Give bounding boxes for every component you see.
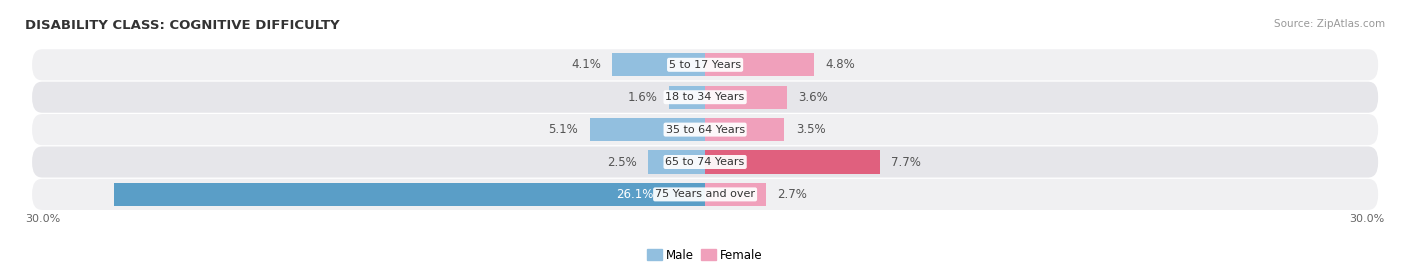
FancyBboxPatch shape [32, 114, 1378, 145]
Bar [706, 150, 880, 174]
Text: 35 to 64 Years: 35 to 64 Years [665, 124, 745, 135]
Bar [114, 183, 706, 206]
Text: 3.6%: 3.6% [799, 91, 828, 104]
Text: 4.8%: 4.8% [825, 58, 855, 71]
Text: Source: ZipAtlas.com: Source: ZipAtlas.com [1274, 19, 1385, 29]
Bar [648, 150, 706, 174]
Text: 26.1%: 26.1% [616, 188, 654, 201]
Text: 4.1%: 4.1% [571, 58, 600, 71]
Text: 7.7%: 7.7% [891, 156, 921, 168]
Text: 3.5%: 3.5% [796, 123, 825, 136]
Text: 18 to 34 Years: 18 to 34 Years [665, 92, 745, 102]
Bar [706, 86, 787, 109]
FancyBboxPatch shape [32, 179, 1378, 210]
Text: 30.0%: 30.0% [1350, 214, 1385, 224]
Text: 65 to 74 Years: 65 to 74 Years [665, 157, 745, 167]
FancyBboxPatch shape [32, 146, 1378, 178]
Bar [669, 86, 706, 109]
Bar [706, 53, 814, 76]
Text: 5 to 17 Years: 5 to 17 Years [669, 60, 741, 70]
Bar [706, 183, 766, 206]
Text: DISABILITY CLASS: COGNITIVE DIFFICULTY: DISABILITY CLASS: COGNITIVE DIFFICULTY [25, 19, 340, 32]
Bar [612, 53, 706, 76]
FancyBboxPatch shape [32, 82, 1378, 113]
Text: 1.6%: 1.6% [627, 91, 658, 104]
FancyBboxPatch shape [32, 49, 1378, 80]
Text: 2.7%: 2.7% [778, 188, 807, 201]
Bar [589, 118, 706, 141]
Text: 75 Years and over: 75 Years and over [655, 189, 755, 200]
Text: 30.0%: 30.0% [25, 214, 60, 224]
Text: 2.5%: 2.5% [607, 156, 637, 168]
Text: 5.1%: 5.1% [548, 123, 578, 136]
Legend: Male, Female: Male, Female [643, 244, 768, 266]
Bar [706, 118, 785, 141]
